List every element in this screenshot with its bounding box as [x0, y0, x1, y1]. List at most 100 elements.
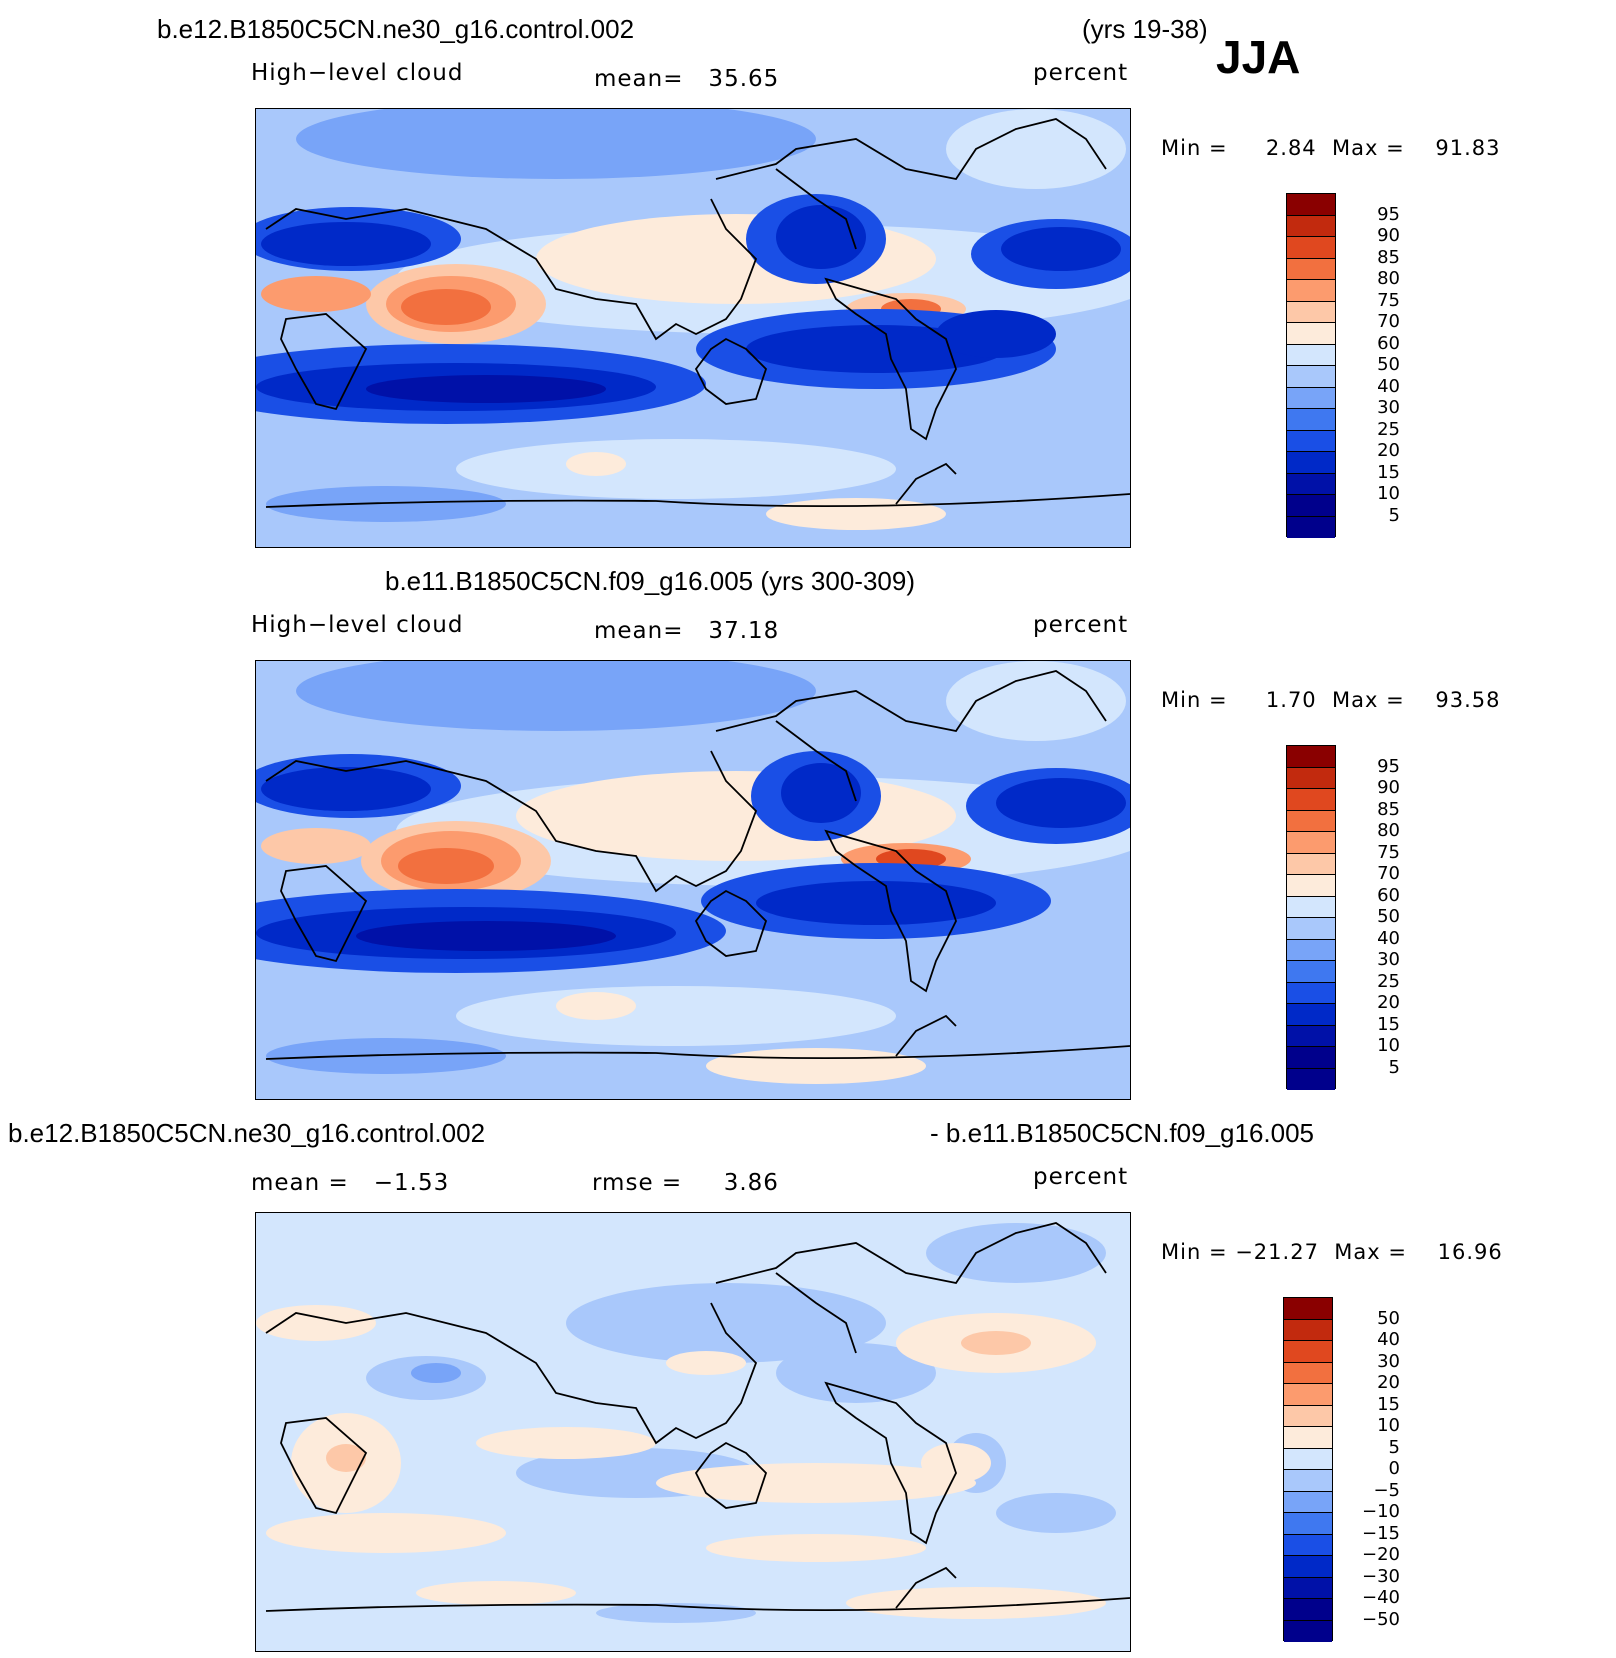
colorbar-tick-label: 0	[1388, 1458, 1400, 1479]
panel3-colorbar-box	[1283, 1297, 1333, 1642]
colorbar-segment	[1284, 1491, 1332, 1513]
panel1-mean: mean= 35.65	[594, 66, 780, 92]
colorbar-tick-label: −5	[1373, 1479, 1400, 1501]
colorbar-segment	[1287, 323, 1335, 345]
colorbar-segment	[1284, 1556, 1332, 1578]
panel2-map	[255, 660, 1131, 1100]
colorbar-segment	[1287, 939, 1335, 961]
colorbar-segment	[1287, 789, 1335, 811]
panel2-colorbar-labels: 95 90 85 80 75 70 60 50 40 30 25 20 15 10 5	[1290, 745, 1400, 1089]
colorbar-segment	[1284, 1577, 1332, 1599]
colorbar-segment	[1287, 767, 1335, 789]
panel1-colorbar-labels: 95 90 85 80 75 70 60 50 40 30 25 20 15 10 5	[1290, 193, 1400, 537]
colorbar-tick-label: 95	[1377, 203, 1400, 225]
panel2-units: percent	[1033, 612, 1129, 638]
colorbar-tick-label: 60	[1377, 884, 1400, 906]
panel3-field	[256, 1213, 1130, 1651]
panel1-colorbar	[1286, 193, 1346, 538]
colorbar-tick-label: 95	[1377, 755, 1400, 777]
colorbar-segment	[1287, 1047, 1335, 1069]
panel1-units: percent	[1033, 60, 1129, 86]
colorbar-tick-label: 20	[1377, 440, 1400, 461]
colorbar-segment	[1287, 473, 1335, 495]
colorbar-segment	[1287, 516, 1335, 538]
panel3-colorbar	[1283, 1297, 1343, 1642]
colorbar-segment	[1287, 1025, 1335, 1047]
colorbar-tick-label: 75	[1377, 841, 1400, 863]
colorbar-tick-label: −50	[1362, 1608, 1400, 1630]
colorbar-tick-label: −30	[1362, 1565, 1400, 1587]
colorbar-segment	[1287, 810, 1335, 832]
colorbar-tick-label: 5	[1388, 1056, 1400, 1078]
colorbar-tick-label: 5	[1388, 504, 1400, 526]
colorbar-segment	[1284, 1362, 1332, 1384]
colorbar-tick-label: 85	[1377, 798, 1400, 820]
colorbar-tick-label: 60	[1377, 332, 1400, 354]
colorbar-tick-label: 40	[1377, 927, 1400, 949]
colorbar-tick-label: 15	[1377, 1013, 1400, 1035]
colorbar-segment	[1287, 430, 1335, 452]
colorbar-tick-label: 5	[1388, 1436, 1400, 1458]
panel3-colorbar-labels: 50 40 30 20 15 10 5 0 −5 −10 −15 −20 −30 −40 −50	[1290, 1297, 1400, 1641]
colorbar-tick-label: 40	[1377, 1329, 1400, 1350]
colorbar-tick-label: −10	[1362, 1501, 1400, 1522]
colorbar-segment	[1287, 746, 1335, 768]
colorbar-segment	[1287, 237, 1335, 259]
colorbar-tick-label: 10	[1377, 483, 1400, 504]
colorbar-tick-label: −15	[1362, 1522, 1400, 1544]
panel3-case-left: b.e12.B1850C5CN.ne30_g16.control.002	[8, 1118, 486, 1148]
colorbar-tick-label: 90	[1377, 777, 1400, 798]
colorbar-tick-label: 90	[1377, 225, 1400, 246]
colorbar-segment	[1284, 1405, 1332, 1427]
colorbar-segment	[1287, 875, 1335, 897]
colorbar-segment	[1284, 1599, 1332, 1621]
panel3-rmse: rmse = 3.86	[592, 1170, 779, 1196]
colorbar-segment	[1287, 896, 1335, 918]
colorbar-tick-label: 40	[1377, 375, 1400, 397]
panel2-case-title: b.e11.B1850C5CN.f09_g16.005 (yrs 300-309…	[385, 566, 915, 596]
colorbar-tick-label: 50	[1377, 354, 1400, 375]
panel2-mean: mean= 37.18	[594, 618, 780, 644]
colorbar-segment	[1287, 409, 1335, 431]
panel2-variable: High−level cloud	[251, 612, 464, 638]
colorbar-segment	[1287, 853, 1335, 875]
colorbar-segment	[1287, 215, 1335, 237]
colorbar-segment	[1287, 918, 1335, 940]
colorbar-segment	[1287, 258, 1335, 280]
colorbar-segment	[1287, 280, 1335, 302]
colorbar-segment	[1284, 1384, 1332, 1406]
colorbar-tick-label: 70	[1377, 863, 1400, 884]
panel2-field	[256, 661, 1130, 1099]
colorbar-tick-label: 20	[1377, 992, 1400, 1013]
panel1-case-title: b.e12.B1850C5CN.ne30_g16.control.002	[157, 14, 635, 44]
colorbar-tick-label: 15	[1377, 461, 1400, 483]
colorbar-tick-label: 85	[1377, 246, 1400, 268]
colorbar-tick-label: 10	[1377, 1415, 1400, 1436]
season-label: JJA	[1216, 31, 1301, 83]
panel3-units: percent	[1033, 1164, 1129, 1190]
colorbar-tick-label: 25	[1377, 418, 1400, 440]
colorbar-segment	[1287, 1004, 1335, 1026]
colorbar-segment	[1287, 961, 1335, 983]
colorbar-segment	[1284, 1427, 1332, 1449]
colorbar-tick-label: 70	[1377, 311, 1400, 332]
colorbar-segment	[1284, 1298, 1332, 1320]
colorbar-segment	[1287, 194, 1335, 216]
colorbar-segment	[1287, 387, 1335, 409]
colorbar-tick-label: 25	[1377, 970, 1400, 992]
panel2-minmax: Min = 1.70 Max = 93.58	[1161, 688, 1501, 712]
colorbar-tick-label: 15	[1377, 1393, 1400, 1415]
colorbar-tick-label: 75	[1377, 289, 1400, 311]
panel3-case-right: - b.e11.B1850C5CN.f09_g16.005	[930, 1118, 1315, 1148]
colorbar-tick-label: 50	[1377, 906, 1400, 927]
colorbar-segment	[1284, 1319, 1332, 1341]
colorbar-segment	[1287, 301, 1335, 323]
panel3-mean: mean = −1.53	[251, 1170, 450, 1196]
colorbar-segment	[1287, 832, 1335, 854]
colorbar-segment	[1287, 452, 1335, 474]
panel2-colorbar-box	[1286, 745, 1336, 1090]
panel1-field	[256, 109, 1130, 547]
panel1-map	[255, 108, 1131, 548]
colorbar-tick-label: 30	[1377, 397, 1400, 418]
colorbar-tick-label: 10	[1377, 1035, 1400, 1056]
